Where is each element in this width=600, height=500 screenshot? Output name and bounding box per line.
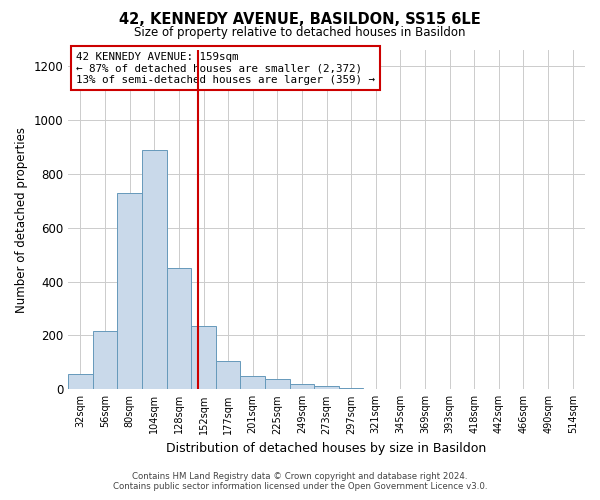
Bar xyxy=(241,376,265,390)
Bar xyxy=(93,332,118,390)
Text: Size of property relative to detached houses in Basildon: Size of property relative to detached ho… xyxy=(134,26,466,39)
Y-axis label: Number of detached properties: Number of detached properties xyxy=(15,126,28,312)
Text: 42 KENNEDY AVENUE: 159sqm
← 87% of detached houses are smaller (2,372)
13% of se: 42 KENNEDY AVENUE: 159sqm ← 87% of detac… xyxy=(76,52,375,85)
Bar xyxy=(167,268,191,390)
Bar xyxy=(314,386,339,390)
Bar xyxy=(290,384,314,390)
Text: Contains HM Land Registry data © Crown copyright and database right 2024.
Contai: Contains HM Land Registry data © Crown c… xyxy=(113,472,487,491)
Bar xyxy=(339,388,364,390)
Bar xyxy=(118,192,142,390)
Bar xyxy=(265,379,290,390)
Bar xyxy=(216,361,241,390)
X-axis label: Distribution of detached houses by size in Basildon: Distribution of detached houses by size … xyxy=(166,442,487,455)
Bar xyxy=(68,374,93,390)
Bar xyxy=(142,150,167,390)
Text: 42, KENNEDY AVENUE, BASILDON, SS15 6LE: 42, KENNEDY AVENUE, BASILDON, SS15 6LE xyxy=(119,12,481,28)
Bar xyxy=(191,326,216,390)
